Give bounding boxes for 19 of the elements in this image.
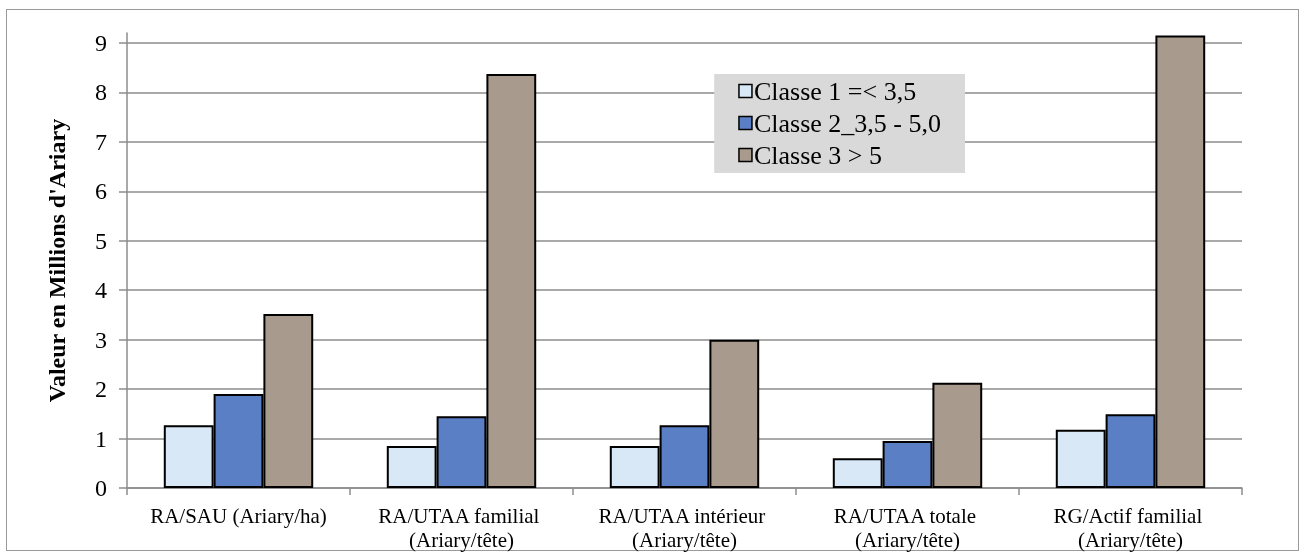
y-tick-label: 0 <box>95 475 107 501</box>
y-tick-label: 4 <box>95 277 107 304</box>
legend-label: Classe 1 =< 3,5 <box>753 76 917 106</box>
x-tick-label: RG/Actif familial (Ariary/tête) <box>1053 504 1208 552</box>
y-tick-label: 8 <box>95 79 107 106</box>
legend-label: Classe 2_3,5 - 5,0 <box>753 108 942 138</box>
y-tick-label: 7 <box>95 128 107 155</box>
y-tick-label: 5 <box>95 227 107 254</box>
y-tick-label: 1 <box>95 425 107 452</box>
y-tick-label: 3 <box>95 326 107 353</box>
x-tick-label: RA/UTAA totale (Ariary/tête) <box>833 504 982 552</box>
y-tick-label: 9 <box>95 29 107 56</box>
legend-label: Classe 3 > 5 <box>753 140 883 170</box>
y-tick-label: 2 <box>95 376 107 403</box>
x-tick-label: RA/UTAA intérieur (Ariary/tête) <box>598 504 771 552</box>
x-tick-label: RA/UTAA familial (Ariary/tête) <box>378 504 545 552</box>
y-axis-title: Valeur en Millions d'Ariary <box>44 118 70 403</box>
x-tick-label: RA/SAU (Ariary/ha) <box>150 504 327 528</box>
y-tick-label: 6 <box>95 178 107 205</box>
